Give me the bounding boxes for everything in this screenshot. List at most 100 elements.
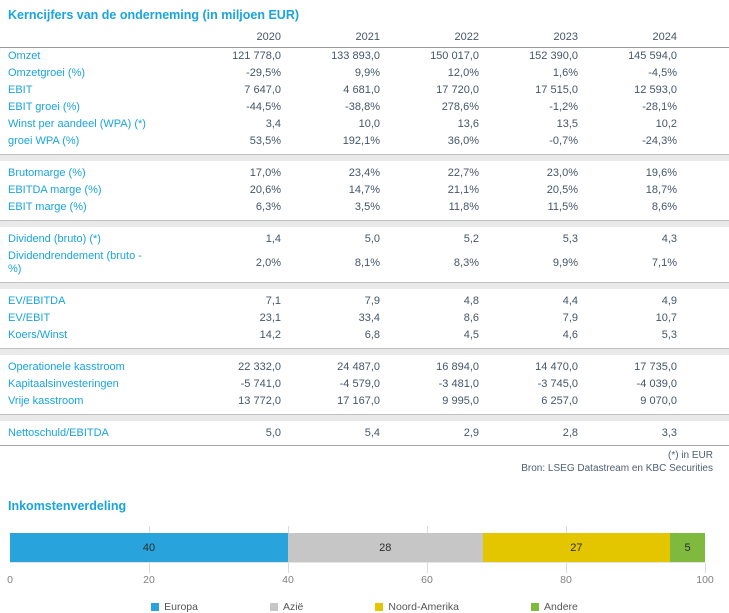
year-column-header: 2023 <box>553 31 578 43</box>
top-tick-marks <box>10 526 705 533</box>
axis-tick <box>566 563 567 573</box>
year-column-header: 2021 <box>355 31 380 43</box>
axis-tick <box>288 526 289 533</box>
cell-value: -44,5% <box>246 101 281 113</box>
table-row: Brutomarge (%) 17,0% 23,4% 22,7% 23,0% 1… <box>0 165 677 182</box>
table-row: Koers/Winst 14,2 6,8 4,5 4,6 5,3 <box>0 327 677 344</box>
key-figures-table: 2020 2021 2022 2023 2024 Omzet 121 778,0… <box>0 29 729 446</box>
header-spacer <box>0 36 153 41</box>
cell-value: 11,5% <box>547 201 578 213</box>
table-row: Nettoschuld/EBITDA 5,0 5,4 2,9 2,8 3,3 <box>0 425 677 442</box>
table-header-row: 2020 2021 2022 2023 2024 <box>0 29 677 47</box>
table-row: Dividend (bruto) (*) 1,4 5,0 5,2 5,3 4,3 <box>0 231 677 248</box>
cell-value: 14,2 <box>259 329 281 341</box>
axis-tick <box>149 563 150 573</box>
cell-value: 18,7% <box>645 184 677 196</box>
cell-value: -28,1% <box>642 101 677 113</box>
table-row: EBIT marge (%) 6,3% 3,5% 11,8% 11,5% 8,6… <box>0 199 677 216</box>
axis-tick <box>566 526 567 533</box>
cell-value: 2,8 <box>562 427 578 439</box>
cell-value: 5,3 <box>562 233 578 245</box>
stacked-bar-chart: 40 28 27 5 0 20 40 60 80 100 <box>7 526 714 588</box>
table-row: Kapitaalsinvesteringen -5 741,0 -4 579,0… <box>0 376 677 393</box>
cell-value: 14,7% <box>348 184 380 196</box>
row-label: EBITDA marge (%) <box>8 184 102 196</box>
cell-value: -4,5% <box>648 67 677 79</box>
cell-value: 12,0% <box>447 67 479 79</box>
table-row: Dividendrendement (bruto - %) 2,0% 8,1% … <box>0 248 677 278</box>
bar-segment: 27 <box>482 533 671 562</box>
cell-value: 5,3 <box>661 329 677 341</box>
cell-value: 6,8 <box>364 329 380 341</box>
cell-value: 11,8% <box>448 201 479 213</box>
cell-value: 9 070,0 <box>640 395 677 407</box>
cell-value: 7,9 <box>562 312 578 324</box>
tick-label: 100 <box>696 574 714 586</box>
cell-value: 10,0 <box>358 118 380 130</box>
axis-tick <box>149 526 150 533</box>
cell-value: 8,6 <box>463 312 479 324</box>
legend-label: Azië <box>282 601 304 613</box>
legend-swatch <box>375 603 384 611</box>
tick-label: 20 <box>143 574 155 586</box>
row-label: EBIT <box>8 84 33 96</box>
table-row: groei WPA (%) 53,5% 192,1% 36,0% -0,7% -… <box>0 133 677 150</box>
cell-value: 20,6% <box>249 184 281 196</box>
cell-value: 8,6% <box>651 201 677 213</box>
table-body: Omzet 121 778,0 133 893,0 150 017,0 152 … <box>0 48 729 442</box>
cell-value: 1,6% <box>552 67 578 79</box>
axis-tick <box>427 563 428 573</box>
cell-value: 13,6 <box>457 118 479 130</box>
cell-value: 152 390,0 <box>529 50 578 62</box>
cell-value: 4,8 <box>463 295 479 307</box>
cell-value: -0,7% <box>549 135 578 147</box>
cell-value: -4 039,0 <box>636 378 677 390</box>
table-row: EV/EBIT 23,1 33,4 8,6 7,9 10,7 <box>0 310 677 327</box>
table-row: Omzet 121 778,0 133 893,0 150 017,0 152 … <box>0 48 677 65</box>
cell-value: -29,5% <box>246 67 281 79</box>
cell-value: 33,4 <box>358 312 380 324</box>
bar-segment: 5 <box>670 533 705 562</box>
row-label: Kapitaalsinvesteringen <box>8 378 119 390</box>
cell-value: -3 481,0 <box>438 378 479 390</box>
row-label: EV/EBITDA <box>8 295 66 307</box>
table-row: EBIT groei (%) -44,5% -38,8% 278,6% -1,2… <box>0 99 677 116</box>
bar-segment: 28 <box>288 533 483 562</box>
footnotes: (*) in EUR Bron: LSEG Datastream en KBC … <box>0 450 713 475</box>
table-row: Vrije kasstroom 13 772,0 17 167,0 9 995,… <box>0 393 677 410</box>
cell-value: 17 515,0 <box>535 84 578 96</box>
year-column-header: 2022 <box>454 31 479 43</box>
group-separator <box>0 220 729 227</box>
cell-value: 4,3 <box>661 233 677 245</box>
chart-legend: Europa Azië Noord-Amerika Andere <box>0 601 729 613</box>
legend-label: Noord-Amerika <box>388 601 460 613</box>
cell-value: 121 778,0 <box>232 50 281 62</box>
cell-value: 10,2 <box>655 118 677 130</box>
axis-tick <box>705 563 706 573</box>
table-row: EBIT 7 647,0 4 681,0 17 720,0 17 515,0 1… <box>0 82 677 99</box>
legend-label: Europa <box>164 601 198 613</box>
legend-item: Europa <box>151 601 198 613</box>
cell-value: 3,4 <box>265 118 281 130</box>
cell-value: 19,6% <box>645 167 677 179</box>
group-separator <box>0 414 729 421</box>
tick-label: 80 <box>560 574 572 586</box>
table-title: Kerncijfers van de onderneming (in miljo… <box>8 8 300 22</box>
cell-value: 145 594,0 <box>628 50 677 62</box>
cell-value: 7 647,0 <box>244 84 281 96</box>
cell-value: 8,1% <box>354 256 380 269</box>
legend-swatch <box>151 603 160 611</box>
tick-label: 40 <box>282 574 294 586</box>
chart-title: Inkomstenverdeling <box>8 499 127 513</box>
cell-value: 8,3% <box>453 256 479 269</box>
cell-value: 5,4 <box>364 427 380 439</box>
table-row: Winst per aandeel (WPA) (*) 3,4 10,0 13,… <box>0 116 677 133</box>
header-divider <box>0 47 729 48</box>
cell-value: 23,1 <box>259 312 281 324</box>
cell-value: 2,9 <box>463 427 479 439</box>
table-row: EV/EBITDA 7,1 7,9 4,8 4,4 4,9 <box>0 293 677 310</box>
cell-value: 12 593,0 <box>634 84 677 96</box>
cell-value: 133 893,0 <box>331 50 380 62</box>
row-label: EBIT marge (%) <box>8 201 87 213</box>
cell-value: 9,9% <box>552 256 578 269</box>
